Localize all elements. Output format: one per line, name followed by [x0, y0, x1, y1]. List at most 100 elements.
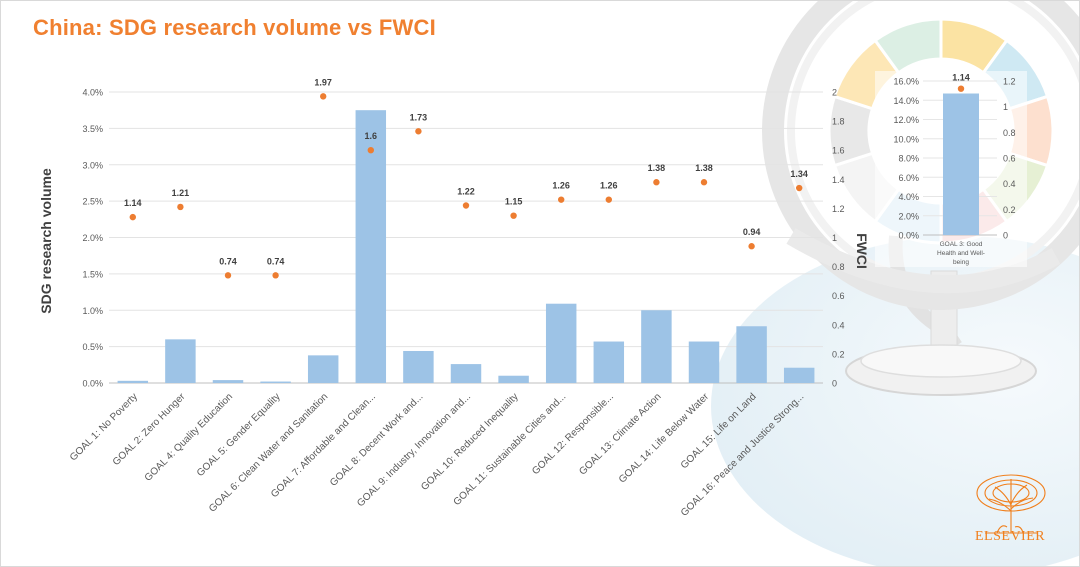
volume-bar [450, 364, 482, 383]
inset-y2-tick-label: 1.2 [1003, 77, 1016, 87]
inset-y-tick-label: 2.0% [898, 211, 919, 221]
y-tick-label: 2.5% [82, 197, 103, 207]
fwci-point [462, 202, 470, 209]
y-tick-label: 1.0% [82, 306, 103, 316]
y-tick-label: 3.0% [82, 160, 103, 170]
inset-marks: 1.14 [943, 73, 979, 235]
inset-y-tick-label: 0.0% [898, 231, 919, 241]
fwci-point [558, 196, 565, 203]
inset-y2-tick-label: 0 [1003, 231, 1008, 241]
inset-y2-tick-label: 0.4 [1003, 179, 1016, 189]
fwci-points: 1.14 1.21 0.74 0.74 1.97 1.6 1.73 1.22 1.15 1.26 1… [124, 77, 808, 279]
inset-y-tick-label: 6.0% [898, 173, 919, 183]
fwci-point [129, 213, 136, 221]
y2-tick-label: 1.6 [832, 146, 845, 156]
y2-tick-label: 1.4 [832, 175, 845, 185]
y-tick-label: 0.0% [82, 379, 103, 389]
inset-y-tick-label: 4.0% [898, 192, 919, 202]
volume-bar [641, 310, 672, 383]
fwci-data-label: 1.38 [648, 163, 666, 173]
fwci-point [320, 93, 327, 100]
fwci-point [224, 272, 232, 279]
inset-y-tick-label: 12.0% [893, 115, 919, 125]
y-tick-label: 2.0% [82, 233, 103, 243]
inset-y2-tick-label: 0.6 [1003, 154, 1016, 164]
volume-bar [260, 381, 291, 383]
fwci-point [700, 179, 708, 186]
fwci-point [272, 272, 279, 279]
chart-title: China: SDG research volume vs FWCI [33, 15, 436, 40]
fwci-point [510, 212, 517, 219]
inset-category-label: GOAL 3: Good [940, 241, 983, 248]
inset-y-tick-label: 16.0% [893, 77, 919, 87]
fwci-point [796, 184, 803, 192]
fwci-data-label: 1.26 [552, 181, 570, 191]
volume-bar [355, 110, 387, 383]
inset-fwci-point [957, 85, 965, 92]
volume-bar [403, 350, 434, 383]
fwci-data-label: 1.26 [600, 181, 618, 191]
y-tick-label: 3.5% [82, 124, 103, 134]
y2-tick-label: 0 [832, 379, 837, 389]
y2-tick-label: 1 [832, 233, 837, 243]
volume-bar [117, 380, 149, 383]
y2-tick-label: 0.2 [832, 349, 845, 359]
fwci-data-label: 1.21 [172, 188, 190, 198]
fwci-point [415, 128, 422, 135]
fwci-data-label: 1.14 [124, 198, 142, 208]
y-tick-label: 0.5% [82, 342, 103, 352]
volume-bar [307, 355, 339, 383]
fwci-data-label: 1.73 [410, 112, 428, 122]
volume-bar [545, 303, 577, 383]
inset-y-tick-label: 8.0% [898, 154, 919, 164]
inset-fwci-label: 1.14 [952, 73, 970, 83]
inset-y2-tick-label: 1 [1003, 102, 1008, 112]
y-axis-label: SDG research volume [38, 168, 54, 314]
fwci-point [748, 243, 755, 250]
y2-tick-label: 0.4 [832, 320, 845, 330]
y2-tick-label: 2 [832, 88, 837, 98]
inset-volume-bar [943, 93, 979, 235]
fwci-data-label: 1.38 [695, 163, 713, 173]
inset-y-tick-label: 10.0% [893, 134, 919, 144]
fwci-point [367, 147, 374, 154]
volume-bars [117, 110, 815, 383]
fwci-point [177, 203, 184, 211]
volume-bar [688, 341, 720, 383]
fwci-data-label: 0.74 [267, 256, 285, 266]
volume-bar [593, 341, 625, 383]
y2-tick-label: 1.8 [832, 117, 845, 127]
fwci-point [653, 179, 660, 186]
volume-bar [498, 375, 529, 383]
y2-axis-label: FWCI [854, 233, 870, 269]
inset-ticks: 0.0% 2.0% 4.0% 6.0% 8.0% 10.0% 12.0% 14.0% 16.0%… [893, 77, 1015, 267]
fwci-data-label: 1.15 [505, 197, 523, 207]
volume-bar [165, 339, 196, 383]
inset-category-label: Health and Well- [937, 250, 985, 257]
elsevier-tree-logo [976, 474, 1046, 534]
y-tick-label: 1.5% [82, 269, 103, 279]
fwci-data-label: 1.97 [314, 77, 332, 87]
volume-bar [783, 367, 815, 383]
fwci-data-label: 1.6 [365, 131, 378, 141]
sdg-wheel-segment [873, 17, 943, 75]
inset-y2-tick-label: 0.2 [1003, 205, 1016, 215]
y2-tick-label: 0.6 [832, 291, 845, 301]
inset-category-label: being [953, 259, 969, 266]
fwci-data-label: 0.74 [219, 256, 237, 266]
y2-tick-label: 0.8 [832, 262, 845, 272]
elsevier-wordmark: ELSEVIER [975, 529, 1046, 544]
fwci-data-label: 1.34 [790, 169, 808, 179]
volume-bar [736, 326, 767, 383]
fwci-data-label: 0.94 [743, 227, 761, 237]
fwci-data-label: 1.22 [457, 186, 475, 196]
inset-y-tick-label: 14.0% [893, 96, 919, 106]
inset-y2-tick-label: 0.8 [1003, 128, 1016, 138]
y-tick-label: 4.0% [82, 88, 103, 98]
fwci-point [605, 196, 612, 203]
y2-axis-ticks: 0 0.2 0.4 0.6 0.8 1 1.2 1.4 1.6 1.8 2 [832, 88, 845, 389]
volume-bar [212, 380, 244, 383]
